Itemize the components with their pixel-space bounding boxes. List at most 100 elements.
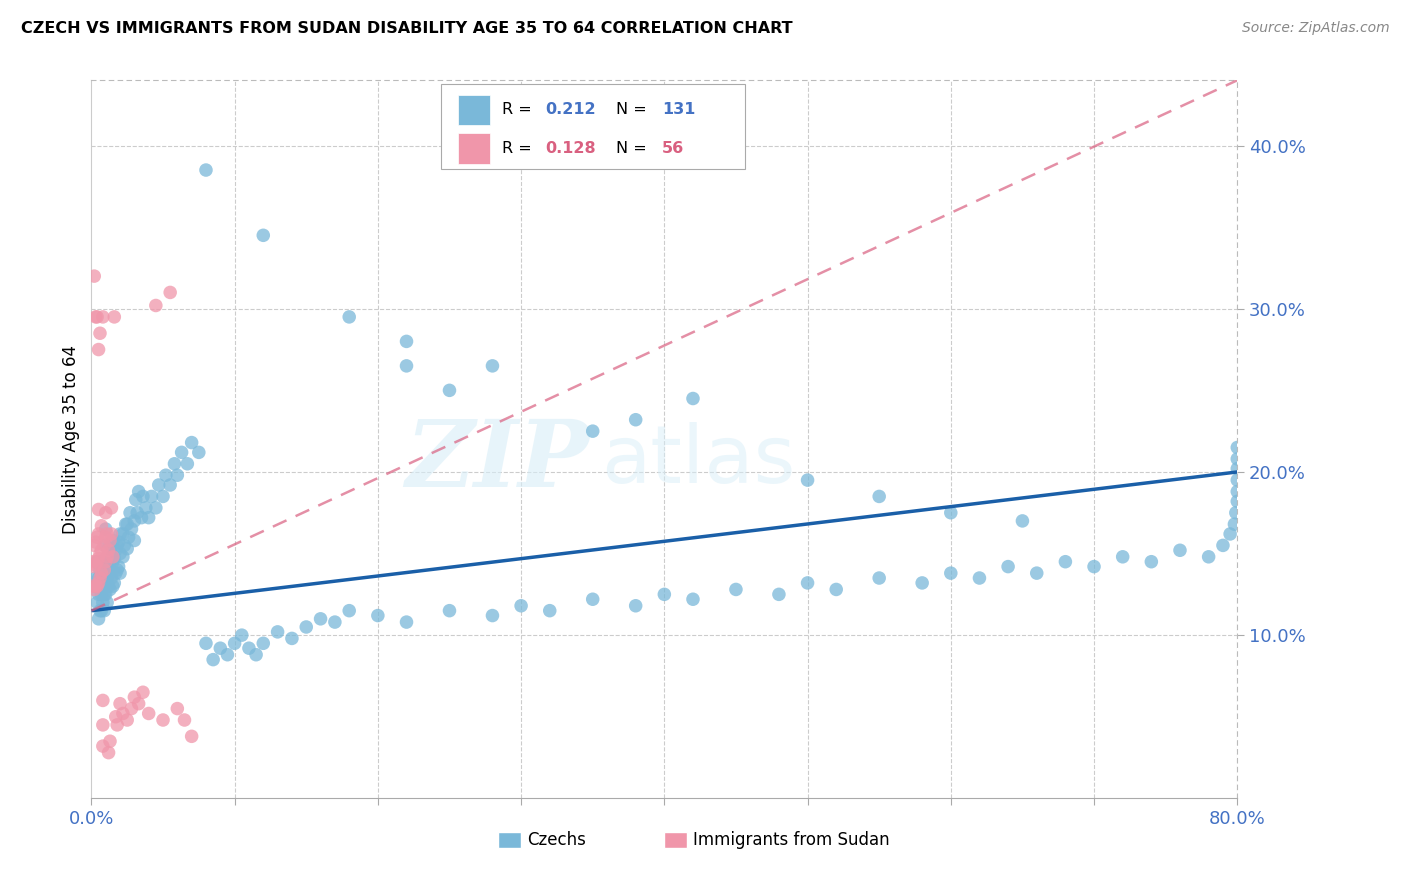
Point	[194, 636, 217, 650]
Point	[224, 636, 246, 650]
Point	[93, 571, 115, 585]
Point	[117, 530, 139, 544]
Point	[128, 484, 150, 499]
Point	[997, 559, 1019, 574]
Point	[1111, 549, 1133, 564]
FancyBboxPatch shape	[441, 84, 745, 169]
Point	[86, 530, 108, 544]
Point	[101, 549, 124, 564]
Point	[84, 535, 107, 549]
Point	[652, 587, 675, 601]
Point	[91, 693, 114, 707]
Text: Immigrants from Sudan: Immigrants from Sudan	[693, 831, 890, 849]
Point	[87, 576, 110, 591]
Point	[1140, 555, 1163, 569]
Point	[86, 595, 108, 609]
Point	[96, 527, 118, 541]
Point	[538, 604, 561, 618]
Point	[295, 620, 318, 634]
Point	[1226, 484, 1249, 499]
Point	[97, 559, 120, 574]
Point	[337, 604, 360, 618]
Point	[138, 706, 160, 721]
Point	[868, 571, 890, 585]
Text: 56: 56	[662, 141, 685, 156]
Point	[155, 468, 177, 483]
Point	[323, 615, 346, 629]
Point	[1168, 543, 1191, 558]
Text: R =: R =	[502, 141, 537, 156]
Point	[94, 538, 117, 552]
Point	[100, 549, 122, 564]
Point	[107, 535, 129, 549]
Text: N =: N =	[616, 103, 652, 117]
Point	[217, 648, 239, 662]
Point	[367, 608, 389, 623]
Point	[868, 490, 890, 504]
Point	[87, 502, 110, 516]
Point	[93, 604, 115, 618]
Point	[89, 579, 111, 593]
Point	[121, 701, 143, 715]
Point	[97, 746, 120, 760]
Point	[148, 478, 170, 492]
Point	[87, 343, 110, 357]
Point	[252, 228, 274, 243]
Point	[84, 310, 107, 324]
Point	[83, 582, 105, 597]
Point	[173, 713, 195, 727]
Point	[145, 298, 167, 312]
Point	[101, 579, 124, 593]
Point	[624, 599, 647, 613]
Point	[796, 473, 818, 487]
Point	[166, 701, 188, 715]
Point	[103, 551, 125, 566]
Point	[125, 492, 148, 507]
Point	[510, 599, 533, 613]
Point	[89, 563, 111, 577]
Point	[100, 500, 122, 515]
Point	[939, 566, 962, 581]
Point	[104, 543, 127, 558]
Point	[939, 506, 962, 520]
Point	[231, 628, 253, 642]
Point	[86, 579, 108, 593]
Point	[108, 566, 131, 581]
Point	[83, 269, 105, 284]
Point	[1226, 461, 1249, 475]
Text: N =: N =	[616, 141, 652, 156]
Point	[87, 551, 110, 566]
Point	[98, 543, 121, 558]
Point	[266, 624, 288, 639]
Point	[166, 468, 188, 483]
Point	[682, 392, 704, 406]
Point	[89, 604, 111, 618]
Point	[115, 713, 138, 727]
Point	[1226, 451, 1249, 466]
Point	[281, 632, 304, 646]
Point	[176, 457, 198, 471]
Point	[1083, 559, 1105, 574]
Point	[91, 579, 114, 593]
Point	[105, 538, 128, 552]
Point	[103, 310, 125, 324]
Point	[124, 690, 146, 705]
Point	[1054, 555, 1077, 569]
Point	[724, 582, 747, 597]
Point	[90, 604, 112, 618]
Point	[481, 608, 503, 623]
Point	[97, 541, 120, 556]
Point	[97, 543, 120, 558]
Bar	[498, 832, 522, 848]
Point	[90, 543, 112, 558]
Point	[1226, 441, 1249, 455]
Point	[98, 582, 121, 597]
Point	[107, 559, 129, 574]
Point	[98, 563, 121, 577]
Bar	[664, 832, 688, 848]
Point	[309, 612, 332, 626]
Point	[252, 636, 274, 650]
Point	[90, 587, 112, 601]
Point	[187, 445, 209, 459]
Point	[128, 697, 150, 711]
